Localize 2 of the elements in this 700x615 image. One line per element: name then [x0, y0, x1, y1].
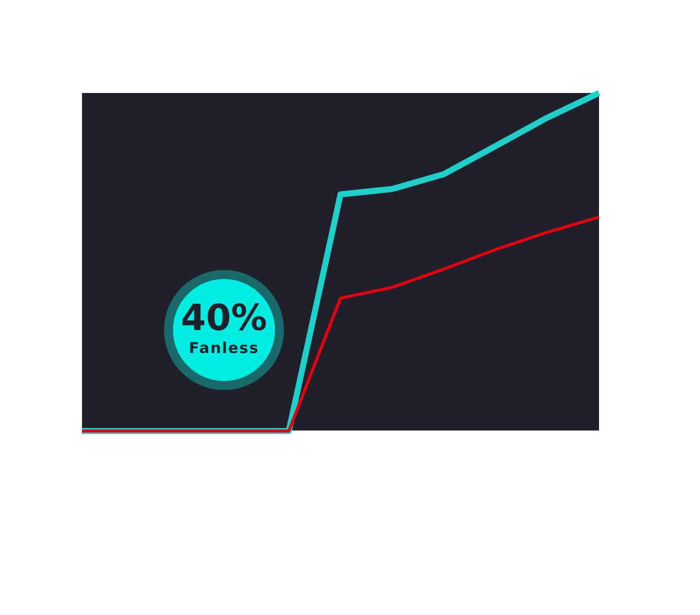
annotation: Fanless [188, 339, 260, 357]
annotation: 40% [180, 298, 268, 339]
